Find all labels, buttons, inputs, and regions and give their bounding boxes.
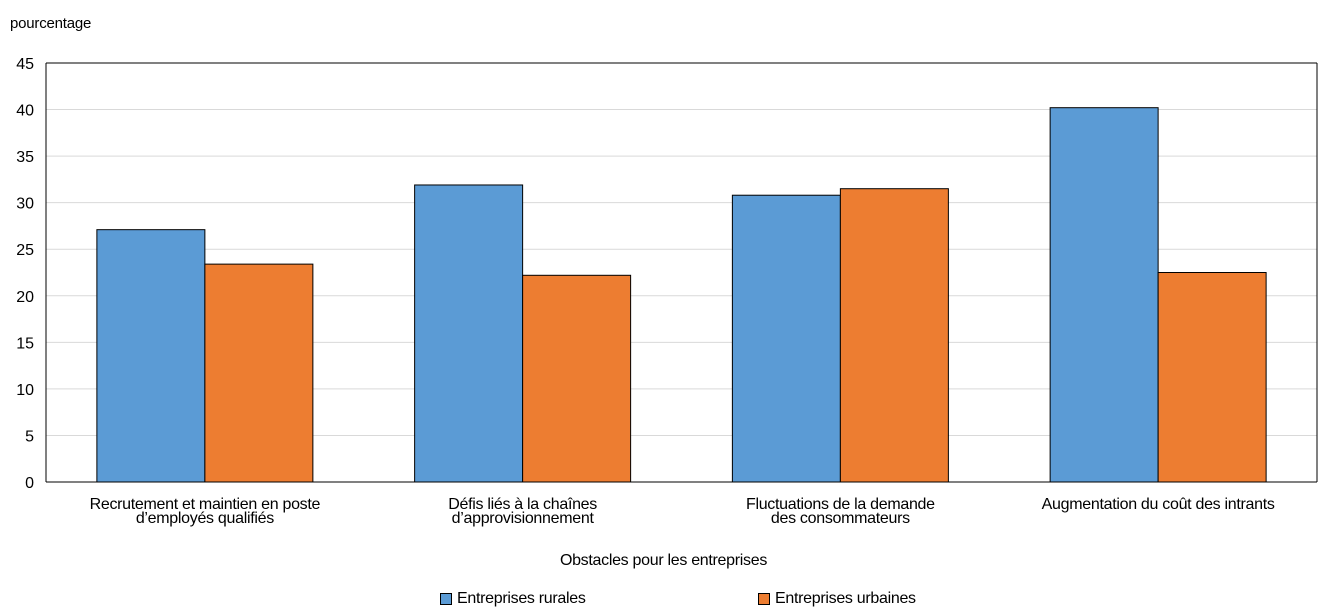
legend-label-urban: Entreprises urbaines <box>775 590 916 607</box>
y-tick-label: 20 <box>16 289 34 306</box>
y-tick-label: 25 <box>16 242 34 259</box>
y-tick-label: 40 <box>16 103 34 120</box>
y-tick-label: 5 <box>25 428 34 445</box>
x-axis-title: Obstacles pour les entreprises <box>559 552 768 569</box>
bar-rural <box>731 194 841 483</box>
bar-urban <box>1157 272 1267 483</box>
chart-plot: 0 5 10 15 20 25 30 35 40 45 Recrutement et maintie… <box>16 56 1318 527</box>
x-tick-label: Augmentation du coût des intrants <box>1042 496 1275 513</box>
legend-item-urban: Entreprises urbaines <box>758 590 916 608</box>
bar-rural <box>96 229 206 483</box>
y-tick-label: 10 <box>16 382 34 399</box>
bar-urban <box>522 274 632 483</box>
legend-item-rural: Entreprises rurales <box>440 590 586 608</box>
bar-rural <box>1049 107 1159 483</box>
y-tick-label: 0 <box>25 475 34 492</box>
x-tick-label: Défis liés à la chaînes <box>448 496 597 513</box>
y-axis-label: pourcentage <box>10 15 92 32</box>
y-tick-label: 35 <box>16 149 34 166</box>
legend-swatch-urban <box>758 593 770 605</box>
x-tick-label: d’employés qualifiés <box>136 510 274 527</box>
y-tick-label: 30 <box>16 196 34 213</box>
x-tick-label: d’approvisionnement <box>452 510 595 527</box>
x-tick-label: Fluctuations de la demande <box>746 496 935 513</box>
legend-label-rural: Entreprises rurales <box>457 590 586 607</box>
bar-rural <box>414 184 524 483</box>
x-tick-label: des consommateurs <box>771 510 910 527</box>
bar-urban <box>204 263 314 483</box>
y-tick-label: 45 <box>16 56 34 73</box>
bar-urban <box>839 188 949 483</box>
y-tick-label: 15 <box>16 335 34 352</box>
x-tick-label: Recrutement et maintien en poste <box>90 496 321 513</box>
legend-swatch-rural <box>440 593 452 605</box>
